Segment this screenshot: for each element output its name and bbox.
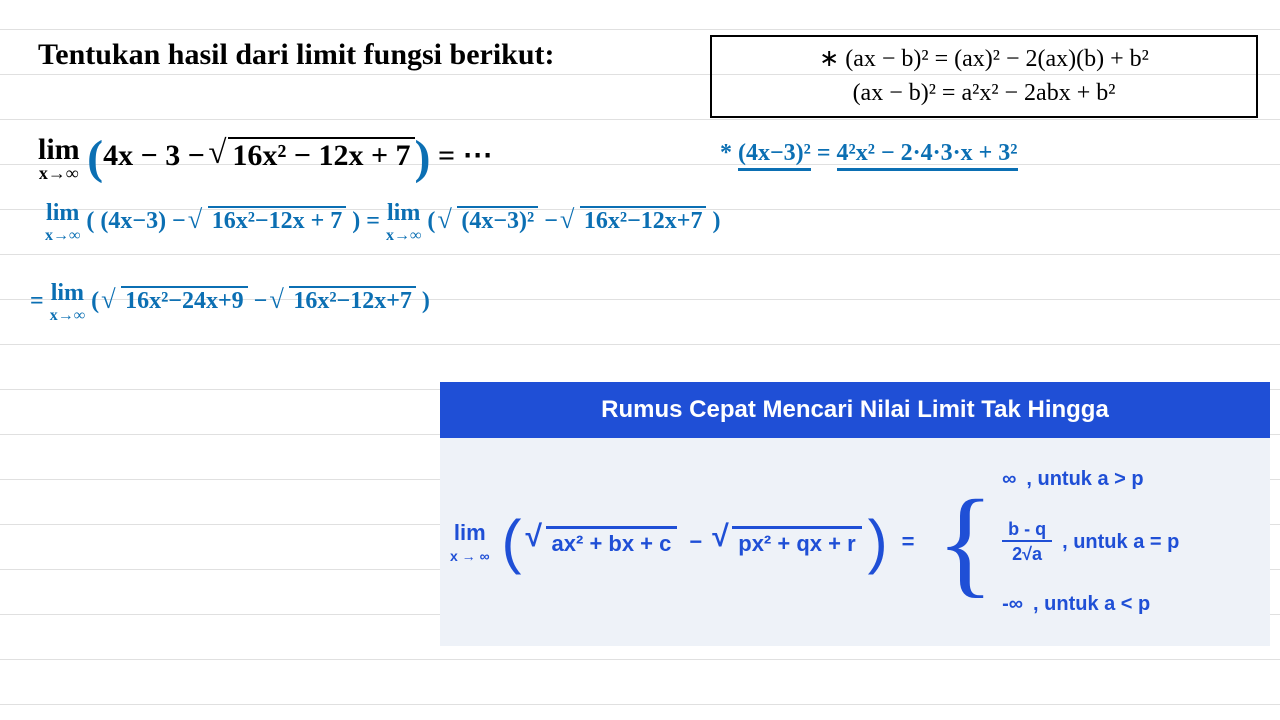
- case2-num: b - q: [1002, 519, 1052, 542]
- brace-icon: {: [936, 512, 994, 572]
- limit-expr-right: = ⋯: [431, 139, 493, 172]
- formula-lhs: lim x → ∞ ( ax² + bx + c − px² + qx + r …: [450, 520, 922, 564]
- expand-lhs: (4x−3)²: [738, 140, 811, 171]
- formula-box: Rumus Cepat Mencari Nilai Limit Tak Hing…: [440, 382, 1270, 646]
- case-2: b - q 2√a , untuk a = p: [1002, 519, 1179, 565]
- lim-subscript: x→∞: [38, 163, 80, 184]
- hw1-sub2: x→∞: [386, 227, 421, 245]
- expand-eq: =: [811, 140, 837, 166]
- hw1-b: ) =: [346, 208, 386, 234]
- case1-cond: , untuk a > p: [1026, 468, 1143, 491]
- formula-lim-sub: x → ∞: [450, 548, 490, 564]
- hw2-c: ): [416, 288, 430, 314]
- limit-radicand: 16x² − 12x + 7: [228, 137, 414, 173]
- case-1: ∞ , untuk a > p: [1002, 468, 1179, 491]
- hw1-rad1: 16x²−12x + 7: [208, 206, 347, 235]
- formula-cases: ∞ , untuk a > p b - q 2√a , untuk a = p …: [1002, 468, 1179, 616]
- expand-rhs: 4²x² − 2·4·3·x + 3²: [837, 140, 1018, 171]
- formula-eq: =: [894, 529, 923, 555]
- identity-box: ∗ (ax − b)² = (ax)² − 2(ax)(b) + b² (ax …: [710, 35, 1258, 118]
- hw1-lim2: lim: [387, 200, 420, 226]
- close-paren: ): [862, 524, 894, 560]
- hw2-pre: =: [30, 288, 50, 314]
- main-limit-expression: lim x→∞ (4x − 3 − 16x² − 12x + 7) = ⋯: [38, 130, 493, 185]
- hw2-sub: x→∞: [50, 307, 85, 325]
- handwritten-expansion: * (4x−3)² = 4²x² − 2·4·3·x + 3²: [720, 140, 1018, 167]
- formula-minus: −: [677, 529, 714, 555]
- case2-den: 2√a: [1006, 542, 1048, 565]
- case3-cond: , untuk a < p: [1033, 593, 1150, 616]
- hw2-lim: lim: [51, 280, 84, 306]
- limit-expr-left: 4x − 3 −: [103, 139, 212, 172]
- open-paren: (: [496, 524, 528, 560]
- formula-header: Rumus Cepat Mencari Nilai Limit Tak Hing…: [440, 382, 1270, 438]
- handwritten-step-1: lim x→∞ ( (4x−3) − 16x²−12x + 7 ) = lim …: [45, 200, 720, 245]
- identity-line-1: ∗ (ax − b)² = (ax)² − 2(ax)(b) + b²: [724, 43, 1244, 77]
- hw2-rad2: 16x²−12x+7: [289, 286, 416, 315]
- case2-cond: , untuk a = p: [1062, 531, 1179, 554]
- formula-rad2: px² + qx + r: [732, 526, 861, 559]
- hw1-sub: x→∞: [45, 227, 80, 245]
- page-title: Tentukan hasil dari limit fungsi berikut…: [38, 38, 555, 72]
- formula-rad1: ax² + bx + c: [546, 526, 678, 559]
- hw1-e: ): [706, 208, 720, 234]
- formula-lim: lim: [454, 520, 486, 545]
- identity-line-2: (ax − b)² = a²x² − 2abx + b²: [724, 77, 1244, 111]
- hw1-rad2: (4x−3)²: [457, 206, 538, 235]
- expand-star: *: [720, 140, 732, 166]
- case3-val: -∞: [1002, 593, 1023, 616]
- hw1-lim: lim: [46, 200, 79, 226]
- case1-val: ∞: [1002, 468, 1016, 491]
- hw1-a: ( (4x−3) −: [86, 208, 191, 234]
- lim-symbol: lim: [38, 133, 80, 166]
- case-3: -∞ , untuk a < p: [1002, 593, 1179, 616]
- hw1-rad3: 16x²−12x+7: [580, 206, 707, 235]
- handwritten-step-2: = lim x→∞ ( 16x²−24x+9 − 16x²−12x+7 ): [30, 280, 430, 325]
- formula-body: lim x → ∞ ( ax² + bx + c − px² + qx + r …: [440, 438, 1270, 646]
- hw2-rad1: 16x²−24x+9: [121, 286, 248, 315]
